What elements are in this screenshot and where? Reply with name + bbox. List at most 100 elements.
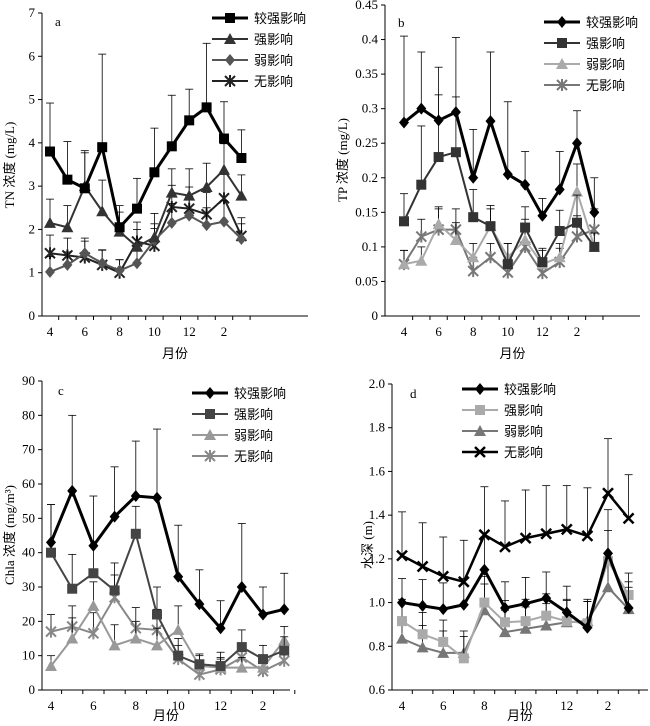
data-point	[200, 181, 213, 193]
data-point	[603, 556, 613, 567]
data-point	[236, 232, 247, 245]
data-point	[502, 259, 513, 270]
data-point	[554, 183, 565, 196]
x-tick-label: 12	[214, 698, 227, 713]
data-point	[458, 598, 469, 611]
series-无影响	[396, 438, 635, 588]
data-point	[519, 532, 532, 544]
legend-label: 弱影响	[586, 57, 625, 72]
data-point	[499, 540, 511, 553]
legend-label: 无影响	[586, 78, 625, 93]
legend-marker	[224, 75, 236, 87]
data-point	[450, 106, 461, 119]
data-point	[500, 602, 510, 615]
data-point	[219, 133, 229, 144]
data-point	[602, 581, 614, 593]
data-point	[194, 598, 205, 611]
y-axis-label: TN 浓度 (mg/L)	[2, 122, 17, 209]
y-tick-label: 10	[22, 648, 35, 663]
data-point	[165, 186, 178, 198]
series-较强影响	[45, 42, 247, 233]
data-point	[87, 627, 100, 640]
data-point	[485, 115, 496, 128]
legend-label: 较强影响	[254, 11, 306, 26]
legend-item: 较强影响	[192, 386, 286, 401]
y-tick-label: 7	[29, 5, 36, 20]
y-tick-label: 3	[29, 178, 36, 193]
legend-marker	[204, 429, 216, 440]
x-tick-label: 4	[47, 324, 54, 339]
data-point	[97, 257, 108, 270]
data-point	[417, 629, 428, 640]
x-axis-label: 月份	[507, 708, 533, 723]
data-point	[87, 599, 100, 611]
series-较强影响	[397, 509, 634, 634]
legend-label: 较强影响	[504, 382, 556, 397]
y-axis-label: Chla 浓度 (mg/m³)	[2, 485, 17, 585]
data-point	[184, 115, 195, 126]
panel-letter: b	[398, 15, 405, 30]
data-point	[235, 661, 248, 673]
legend-marker	[225, 54, 235, 66]
y-tick-label: 1.2	[369, 551, 385, 566]
data-point	[537, 209, 548, 222]
chart-panel-d: 0.6 0.8 1.0 1.2 1.4 1.6 1.8 2.0 4 6 8 10 12 2 月份 水深 (m)…	[360, 376, 648, 723]
data-point	[132, 257, 142, 270]
series-line	[49, 486, 285, 631]
data-point	[396, 632, 408, 644]
data-point	[152, 491, 162, 504]
legend-item: 较强影响	[212, 11, 306, 26]
data-point	[79, 183, 90, 194]
legend-marker	[557, 38, 567, 48]
legend-label: 无影响	[234, 449, 273, 464]
y-tick-label: 0.6	[369, 682, 386, 697]
data-point	[416, 102, 427, 115]
data-point	[416, 179, 427, 190]
x-tick-label: 2	[574, 324, 581, 339]
data-point	[623, 602, 634, 615]
legend-marker	[224, 33, 236, 44]
data-point	[201, 102, 212, 113]
data-point	[581, 530, 594, 542]
legend-item: 无影响	[212, 74, 293, 89]
data-point	[416, 641, 429, 653]
data-point	[582, 621, 593, 634]
y-tick-label: 1.6	[369, 463, 386, 478]
data-point	[236, 581, 247, 593]
data-point	[571, 185, 583, 197]
data-point	[88, 568, 99, 579]
data-point	[467, 251, 480, 263]
data-point	[278, 654, 290, 667]
y-tick-label: 0	[29, 308, 36, 323]
data-point	[67, 484, 78, 497]
series-line	[403, 150, 596, 267]
data-point	[166, 216, 177, 229]
data-point	[500, 617, 510, 628]
legend-label: 强影响	[254, 32, 293, 47]
legend-label: 无影响	[504, 445, 543, 460]
panel-letter: d	[410, 386, 417, 401]
data-point	[130, 528, 141, 539]
data-point	[183, 189, 196, 201]
data-point	[540, 527, 553, 540]
data-point	[201, 219, 212, 232]
legend-label: 较强影响	[234, 386, 286, 401]
data-point	[589, 241, 600, 252]
data-point	[458, 653, 469, 664]
data-point	[437, 646, 450, 658]
y-tick-label: 0.4	[362, 32, 379, 47]
data-point	[46, 547, 56, 558]
data-point	[479, 597, 490, 608]
y-tick-label: 0	[372, 308, 379, 323]
y-tick-label: 1.0	[369, 595, 385, 610]
series-无影响	[45, 574, 290, 681]
legend-marker	[475, 405, 485, 415]
x-tick-label: 12	[536, 324, 549, 339]
legend-marker	[205, 387, 215, 399]
legend-item: 强影响	[192, 407, 273, 422]
series-强影响	[397, 530, 634, 664]
series-弱影响	[396, 560, 635, 658]
y-tick-label: 30	[22, 579, 35, 594]
legend-item: 强影响	[544, 36, 625, 51]
data-point	[478, 528, 491, 541]
